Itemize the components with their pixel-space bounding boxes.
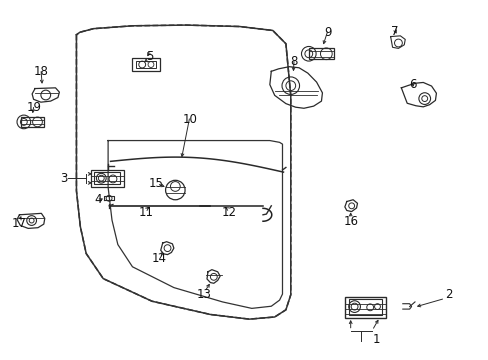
Text: 12: 12 [221,206,236,219]
Text: 17: 17 [12,216,27,230]
Text: 1: 1 [371,333,379,346]
Text: 2: 2 [445,288,452,301]
Bar [132,58,160,71]
Text: 11: 11 [138,206,153,219]
Text: 3: 3 [61,172,68,185]
Text: 7: 7 [390,25,397,38]
Text: 18: 18 [33,65,48,78]
Text: 4: 4 [94,193,102,206]
Bar [94,172,120,184]
Text: 14: 14 [151,252,166,265]
Text: 16: 16 [343,215,357,228]
Bar [90,170,123,187]
Bar [21,117,44,127]
Text: 8: 8 [290,55,297,68]
Bar [348,300,381,315]
Bar [344,297,385,318]
Text: 19: 19 [26,101,41,114]
Bar [136,60,156,68]
Text: 6: 6 [408,78,415,91]
Text: 9: 9 [324,26,331,39]
Text: 5: 5 [145,50,153,63]
Text: 15: 15 [148,177,163,190]
Text: 10: 10 [182,113,197,126]
Text: 13: 13 [197,288,212,301]
Bar [308,48,333,59]
